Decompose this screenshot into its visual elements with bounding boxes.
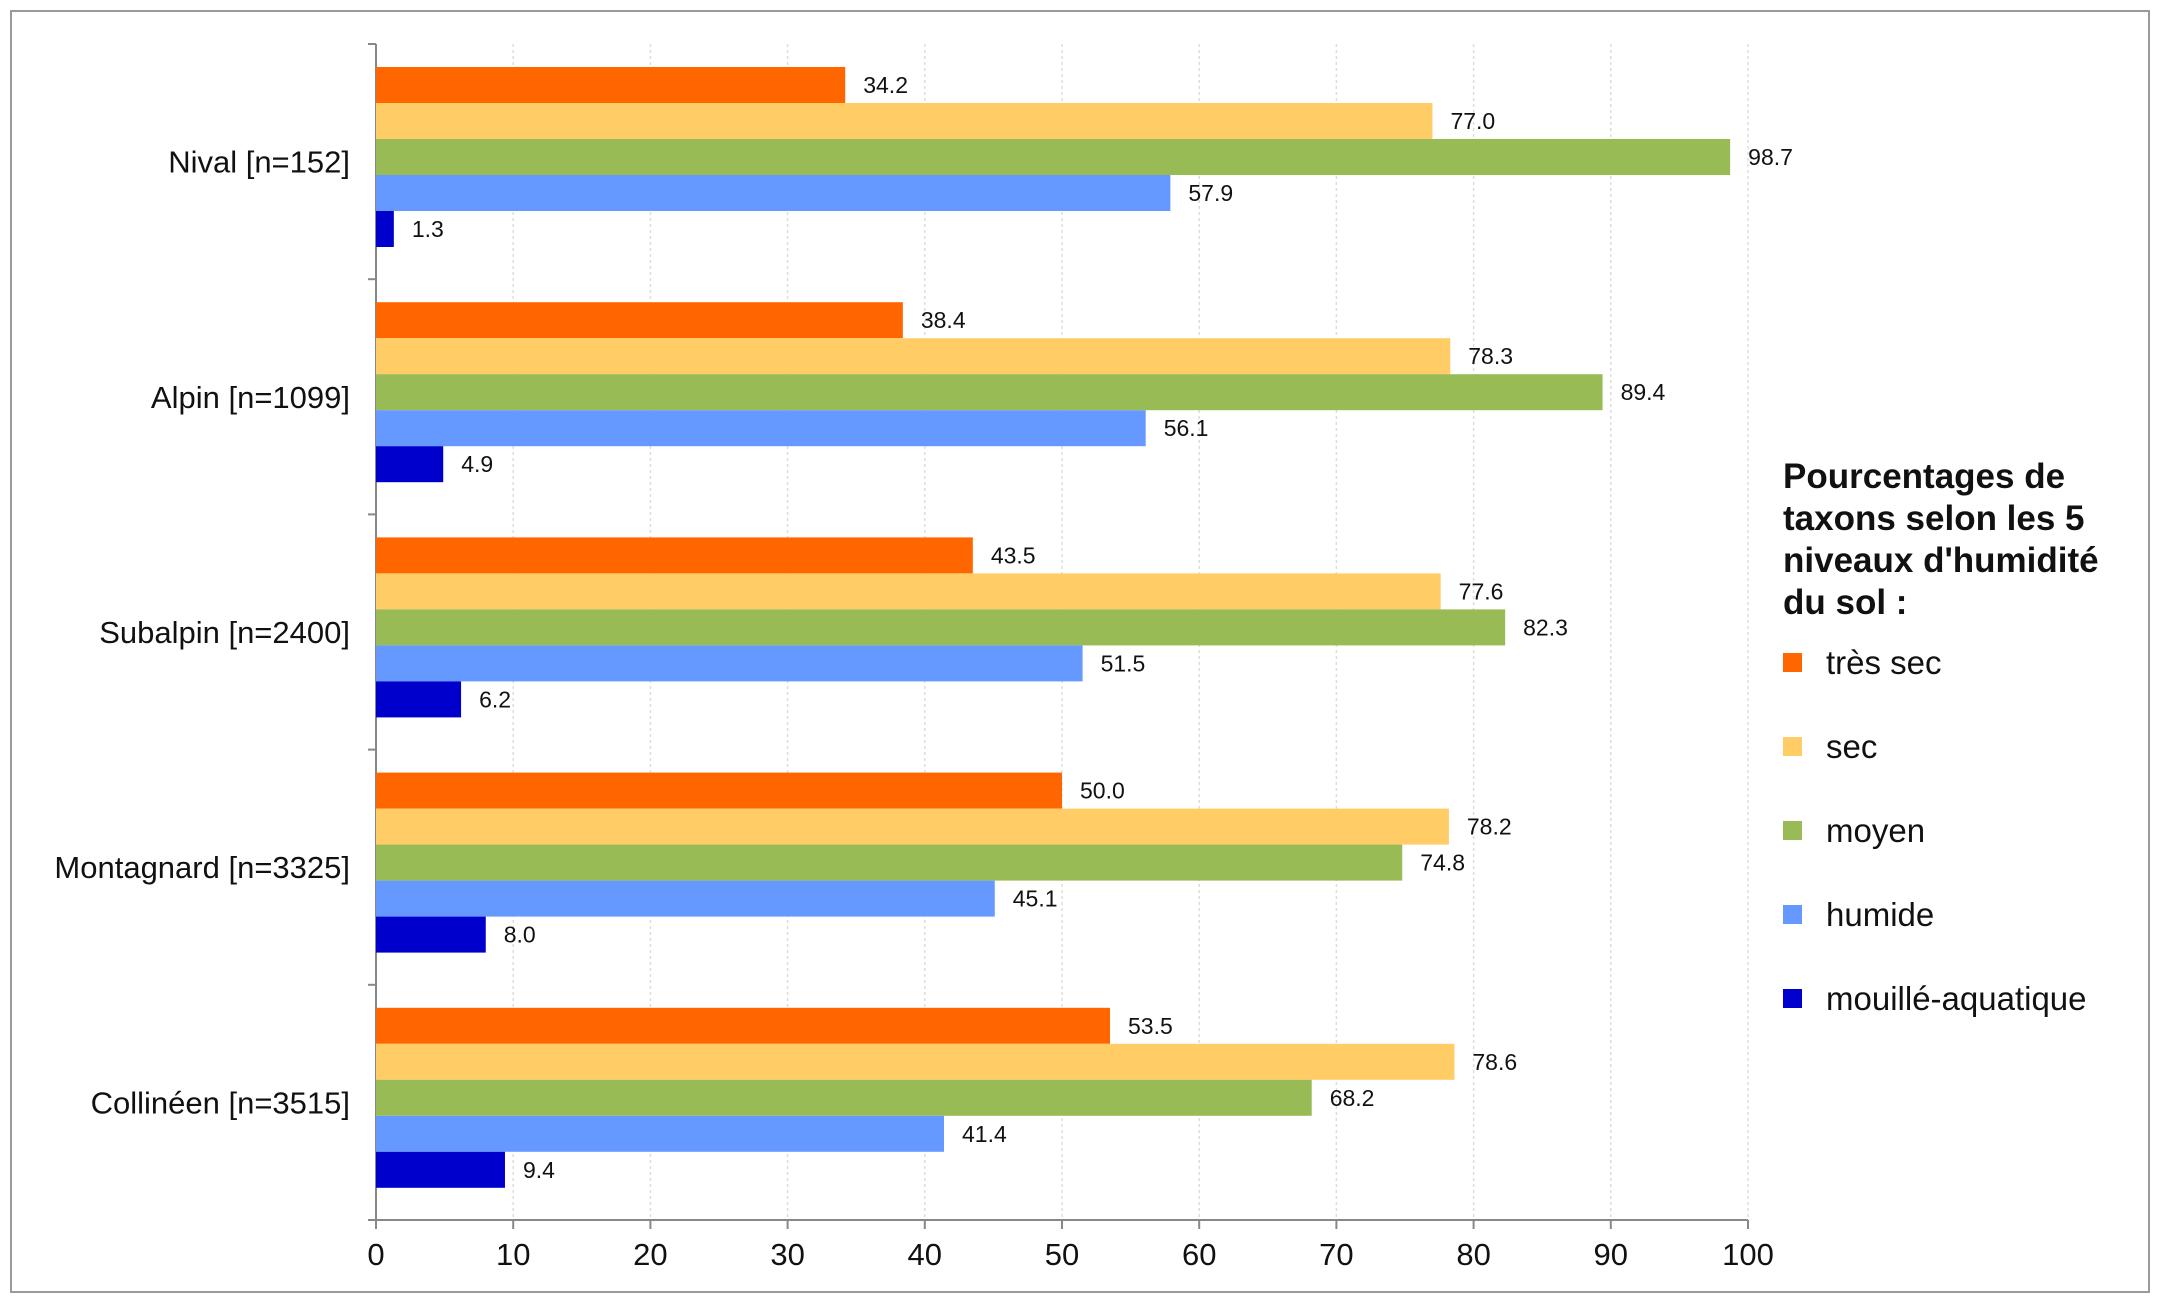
category-label-montagnard-n-3325: Montagnard [n=3325] [54,850,350,885]
legend-swatch-mouille-aquatique [1783,989,1802,1008]
data-label: 89.4 [1621,379,1666,405]
bar-humide-collineen-n-3515 [376,1115,945,1152]
data-label: 8.0 [504,922,536,948]
legend-swatch-sec [1783,737,1802,756]
legend-swatch-humide [1783,905,1802,924]
category-label-alpin-n-1099: Alpin [n=1099] [151,380,350,415]
data-label: 78.6 [1472,1049,1517,1075]
bar-mouille-aquatique-montagnard-n-3325 [376,916,486,953]
data-label: 77.6 [1459,578,1504,604]
bar-mouille-aquatique-nival-n-152 [376,211,394,247]
bar-mouille-aquatique-collineen-n-3515 [376,1151,505,1188]
bar-moyen-nival-n-152 [376,139,1731,175]
bar-tres-sec-nival-n-152 [376,67,846,103]
legend-title: niveaux d'humidité [1783,541,2099,580]
data-label: 43.5 [991,542,1036,568]
bar-tres-sec-collineen-n-3515 [376,1007,1111,1044]
legend-label-tres-sec: très sec [1826,644,1942,681]
legend-swatch-tres-sec [1783,653,1802,672]
legend-label-humide: humide [1826,896,1934,933]
bar-tres-sec-alpin-n-1099 [376,302,903,339]
data-label: 34.2 [863,72,908,98]
bar-humide-subalpin-n-2400 [376,645,1083,682]
x-tick-label: 40 [908,1237,942,1272]
legend-label-moyen: moyen [1826,812,1925,849]
bar-moyen-alpin-n-1099 [376,374,1603,411]
x-tick-label: 80 [1456,1237,1490,1272]
bar-sec-collineen-n-3515 [376,1043,1455,1080]
x-tick-label: 10 [496,1237,530,1272]
data-label: 74.8 [1420,850,1465,876]
bar-tres-sec-subalpin-n-2400 [376,537,973,574]
data-label: 9.4 [523,1157,555,1183]
data-label: 77.0 [1450,108,1495,134]
data-label: 45.1 [1013,886,1058,912]
x-tick-label: 20 [633,1237,667,1272]
bar-sec-nival-n-152 [376,103,1433,139]
data-label: 57.9 [1188,180,1233,206]
bar-mouille-aquatique-alpin-n-1099 [376,446,444,483]
bar-humide-alpin-n-1099 [376,410,1146,447]
bar-moyen-collineen-n-3515 [376,1079,1312,1116]
data-label: 68.2 [1330,1085,1375,1111]
data-label: 98.7 [1748,144,1793,170]
bar-sec-alpin-n-1099 [376,338,1451,375]
x-tick-label: 100 [1722,1237,1774,1272]
bar-sec-subalpin-n-2400 [376,573,1441,610]
x-tick-label: 70 [1319,1237,1353,1272]
data-label: 1.3 [412,216,444,242]
x-tick-label: 50 [1045,1237,1079,1272]
bar-moyen-montagnard-n-3325 [376,844,1403,881]
data-label: 6.2 [479,686,511,712]
data-label: 78.2 [1467,814,1512,840]
data-label: 38.4 [921,307,966,333]
category-label-collineen-n-3515: Collinéen [n=3515] [91,1085,350,1120]
bar-tres-sec-montagnard-n-3325 [376,772,1062,809]
category-label-subalpin-n-2400: Subalpin [n=2400] [99,615,350,650]
bar-mouille-aquatique-subalpin-n-2400 [376,681,462,718]
x-tick-label: 60 [1182,1237,1216,1272]
bar-humide-nival-n-152 [376,175,1171,211]
bar-humide-montagnard-n-3325 [376,880,995,917]
category-label-nival-n-152: Nival [n=152] [168,145,350,180]
legend-swatch-moyen [1783,821,1802,840]
data-label: 51.5 [1101,650,1146,676]
x-tick-label: 0 [367,1237,384,1272]
data-label: 53.5 [1128,1013,1173,1039]
legend-label-mouille-aquatique: mouillé-aquatique [1826,980,2087,1017]
legend-title: Pourcentages de [1783,457,2065,496]
data-label: 41.4 [962,1121,1007,1147]
data-label: 78.3 [1468,343,1513,369]
legend-label-sec: sec [1826,728,1877,765]
x-tick-label: 90 [1594,1237,1628,1272]
x-tick-label: 30 [770,1237,804,1272]
bar-sec-montagnard-n-3325 [376,808,1449,845]
data-label: 4.9 [461,451,493,477]
data-label: 56.1 [1164,415,1209,441]
legend-title: taxons selon les 5 [1783,499,2085,538]
data-label: 82.3 [1523,614,1568,640]
data-label: 50.0 [1080,778,1125,804]
bar-moyen-subalpin-n-2400 [376,609,1506,646]
legend-title: du sol : [1783,583,1907,622]
